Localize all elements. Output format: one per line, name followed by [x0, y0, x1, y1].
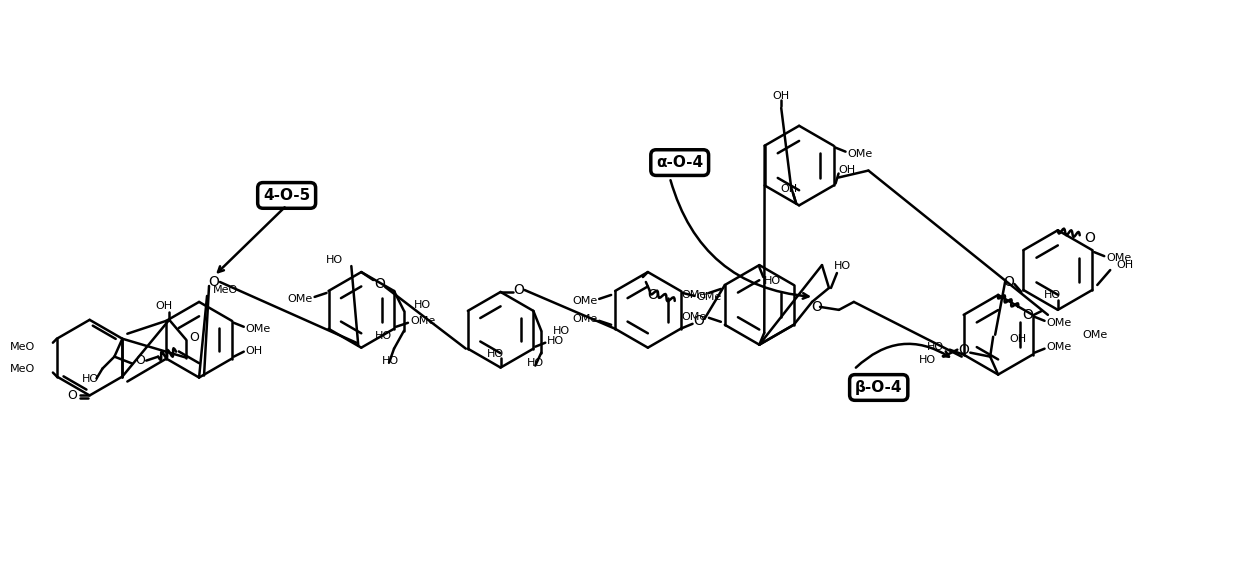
Text: O: O — [693, 314, 704, 328]
Text: O: O — [1003, 275, 1014, 289]
Text: α-O-4: α-O-4 — [656, 155, 703, 170]
Text: O: O — [812, 300, 822, 314]
Text: OMe: OMe — [1106, 253, 1131, 263]
Text: O: O — [190, 331, 200, 344]
Text: OMe: OMe — [697, 292, 722, 302]
Text: OH: OH — [781, 184, 797, 194]
Text: OH: OH — [773, 91, 790, 101]
Text: OH: OH — [246, 346, 263, 355]
Text: OMe: OMe — [682, 312, 707, 322]
Text: OMe: OMe — [1083, 330, 1107, 340]
Text: HO: HO — [82, 373, 99, 384]
Text: OMe: OMe — [572, 296, 598, 306]
Text: O: O — [957, 342, 968, 357]
Text: OH: OH — [156, 301, 172, 311]
Text: O: O — [135, 354, 145, 367]
Text: MeO: MeO — [10, 342, 35, 351]
Text: O: O — [513, 283, 525, 297]
Text: HO: HO — [547, 336, 564, 346]
Text: MeO: MeO — [10, 363, 35, 373]
Text: OH: OH — [1009, 334, 1027, 344]
Text: 4-O-5: 4-O-5 — [263, 188, 310, 203]
Text: MeO: MeO — [213, 285, 238, 295]
Text: OMe: OMe — [1047, 342, 1071, 351]
Text: HO: HO — [326, 255, 343, 265]
Text: HO: HO — [374, 331, 392, 341]
Text: OMe: OMe — [682, 290, 707, 300]
Text: O: O — [373, 277, 384, 291]
Text: HO: HO — [1044, 290, 1061, 300]
Text: OMe: OMe — [288, 294, 312, 304]
Text: HO: HO — [926, 342, 944, 351]
Text: HO: HO — [764, 276, 781, 286]
Text: HO: HO — [487, 349, 505, 359]
Text: O: O — [1023, 308, 1033, 322]
Text: O: O — [208, 275, 219, 289]
Text: β-O-4: β-O-4 — [854, 380, 903, 395]
Text: HO: HO — [527, 358, 544, 368]
Text: O: O — [67, 389, 77, 402]
Text: HO: HO — [919, 355, 936, 364]
Text: HO: HO — [835, 261, 851, 271]
Text: OMe: OMe — [410, 316, 435, 326]
Text: OMe: OMe — [847, 149, 873, 159]
Text: OMe: OMe — [1047, 318, 1071, 328]
Text: OMe: OMe — [246, 324, 272, 334]
Text: O: O — [647, 288, 658, 302]
Text: HO: HO — [553, 326, 570, 336]
Text: OH: OH — [1116, 260, 1133, 270]
Text: HO: HO — [414, 300, 432, 310]
Text: HO: HO — [382, 355, 398, 366]
Text: OMe: OMe — [572, 314, 598, 324]
Text: OH: OH — [838, 164, 856, 175]
Text: O: O — [1084, 231, 1095, 245]
